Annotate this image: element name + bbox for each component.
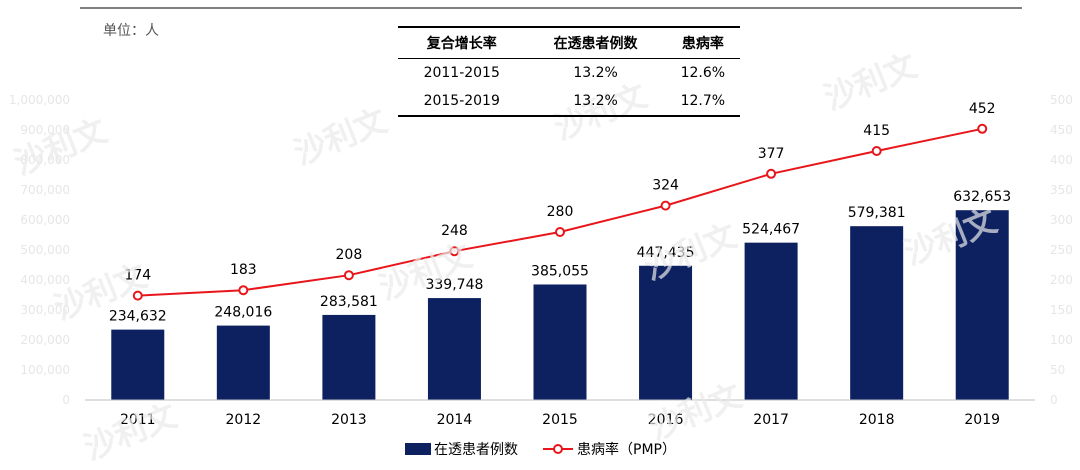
prevalence-value-label: 280 bbox=[547, 204, 574, 220]
watermark: 沙利文 bbox=[79, 396, 182, 467]
left-axis-tick-label: 600,000 bbox=[20, 213, 70, 227]
left-axis-tick-label: 800,000 bbox=[20, 153, 70, 167]
cagr-cell-patients: 13.2% bbox=[525, 87, 666, 117]
bar bbox=[533, 284, 587, 400]
cagr-cell-patients: 13.2% bbox=[573, 65, 618, 81]
bar bbox=[216, 325, 270, 400]
legend-bar-swatch bbox=[405, 443, 431, 455]
bar-value-label: 524,467 bbox=[742, 222, 800, 238]
bar bbox=[955, 210, 1009, 400]
right-axis-tick-label: 50 bbox=[1050, 363, 1065, 377]
left-axis-tick-label: 100,000 bbox=[20, 363, 70, 377]
cagr-table: 复合增长率 在透患者例数 患病率 2011-2015 13.2% 12.6% 2… bbox=[398, 26, 740, 117]
bar-value-label: 579,381 bbox=[848, 205, 906, 221]
left-axis-tick-label: 500,000 bbox=[20, 243, 70, 257]
prevalence-point bbox=[871, 146, 882, 156]
right-axis-tick-label: 100 bbox=[1050, 333, 1073, 347]
prevalence-value-label: 324 bbox=[652, 178, 679, 194]
prevalence-point bbox=[238, 285, 249, 296]
prevalence-point bbox=[132, 290, 143, 301]
bar bbox=[744, 242, 798, 400]
x-tick-label: 2013 bbox=[331, 412, 367, 428]
prevalence-value-label: 183 bbox=[230, 262, 257, 278]
x-tick-label: 2017 bbox=[753, 412, 789, 428]
right-axis-tick-label: 450 bbox=[1050, 123, 1073, 137]
prevalence-point bbox=[343, 270, 354, 281]
x-tick-label: 2018 bbox=[859, 412, 895, 428]
right-axis-tick-label: 400 bbox=[1050, 153, 1073, 167]
prevalence-point bbox=[449, 246, 460, 257]
prevalence-point bbox=[766, 168, 777, 179]
prevalence-value-label: 208 bbox=[336, 247, 363, 263]
watermark: 沙利文 bbox=[9, 111, 112, 182]
bar bbox=[427, 298, 481, 400]
bar-value-label: 447,435 bbox=[637, 245, 695, 261]
right-axis-tick-label: 350 bbox=[1050, 183, 1073, 197]
prevalence-value-label: 174 bbox=[124, 268, 151, 284]
cagr-cell-prevalence: 12.7% bbox=[665, 87, 740, 117]
x-tick-label: 2012 bbox=[226, 412, 262, 428]
bar-value-label: 248,016 bbox=[214, 305, 272, 321]
x-tick-label: 2014 bbox=[437, 412, 473, 428]
x-tick-label: 2011 bbox=[120, 412, 156, 428]
prevalence-value-label: 248 bbox=[441, 223, 468, 239]
prevalence-point bbox=[660, 200, 671, 211]
bar-value-label: 632,653 bbox=[953, 189, 1011, 205]
prevalence-value-label: 452 bbox=[969, 101, 996, 117]
legend-bar-label: 在透患者例数 bbox=[434, 442, 518, 458]
prevalence-value-label: 377 bbox=[758, 146, 785, 162]
legend-line-label: 患病率（PMP） bbox=[577, 441, 676, 458]
cagr-header-prevalence: 患病率 bbox=[665, 26, 740, 59]
bar-value-label: 234,632 bbox=[109, 309, 167, 325]
bar bbox=[111, 329, 165, 400]
x-tick-label: 2019 bbox=[964, 412, 1000, 428]
cagr-header-period: 复合增长率 bbox=[398, 26, 526, 59]
right-axis-tick-label: 500 bbox=[1050, 93, 1073, 107]
unit-label: 单位：人 bbox=[103, 23, 159, 39]
legend-line-marker bbox=[553, 444, 563, 454]
bar bbox=[639, 265, 693, 400]
left-axis-tick-label: 200,000 bbox=[20, 333, 70, 347]
x-tick-label: 2016 bbox=[648, 412, 684, 428]
prevalence-value-label: 415 bbox=[863, 123, 890, 139]
right-axis-tick-label: 250 bbox=[1050, 243, 1073, 257]
right-axis-tick-label: 200 bbox=[1050, 273, 1073, 287]
cagr-cell-period: 2011-2015 bbox=[423, 65, 500, 81]
cagr-row: 2011-2015 13.2% 12.6% bbox=[398, 59, 740, 88]
right-axis-tick-label: 0 bbox=[1050, 393, 1058, 407]
bar-value-label: 385,055 bbox=[531, 263, 589, 279]
bar bbox=[322, 314, 376, 400]
left-axis-tick-label: 400,000 bbox=[20, 273, 70, 287]
bar bbox=[850, 226, 904, 400]
bar-value-label: 339,748 bbox=[425, 277, 483, 293]
left-axis-tick-label: 900,000 bbox=[20, 123, 70, 137]
watermark: 沙利文 bbox=[819, 46, 922, 117]
watermark: 沙利文 bbox=[289, 101, 392, 172]
right-axis-tick-label: 300 bbox=[1050, 213, 1073, 227]
x-tick-label: 2015 bbox=[542, 412, 578, 428]
cagr-header-row: 复合增长率 在透患者例数 患病率 bbox=[398, 26, 740, 59]
left-axis-tick-label: 0 bbox=[62, 393, 70, 407]
right-axis-tick-label: 150 bbox=[1050, 303, 1073, 317]
left-axis-tick-label: 700,000 bbox=[20, 183, 70, 197]
left-axis-tick-label: 300,000 bbox=[20, 303, 70, 317]
left-axis-tick-label: 1,000,000 bbox=[9, 93, 70, 107]
bar-value-label: 283,581 bbox=[320, 294, 378, 310]
prevalence-point bbox=[977, 123, 988, 134]
cagr-cell-period: 2015-2019 bbox=[398, 87, 526, 117]
cagr-header-patients: 在透患者例数 bbox=[525, 26, 666, 59]
cagr-row: 2015-2019 13.2% 12.7% bbox=[398, 87, 740, 117]
cagr-cell-prevalence: 12.6% bbox=[680, 65, 726, 81]
prevalence-point bbox=[555, 227, 565, 237]
watermark: 沙利文 bbox=[374, 236, 477, 307]
